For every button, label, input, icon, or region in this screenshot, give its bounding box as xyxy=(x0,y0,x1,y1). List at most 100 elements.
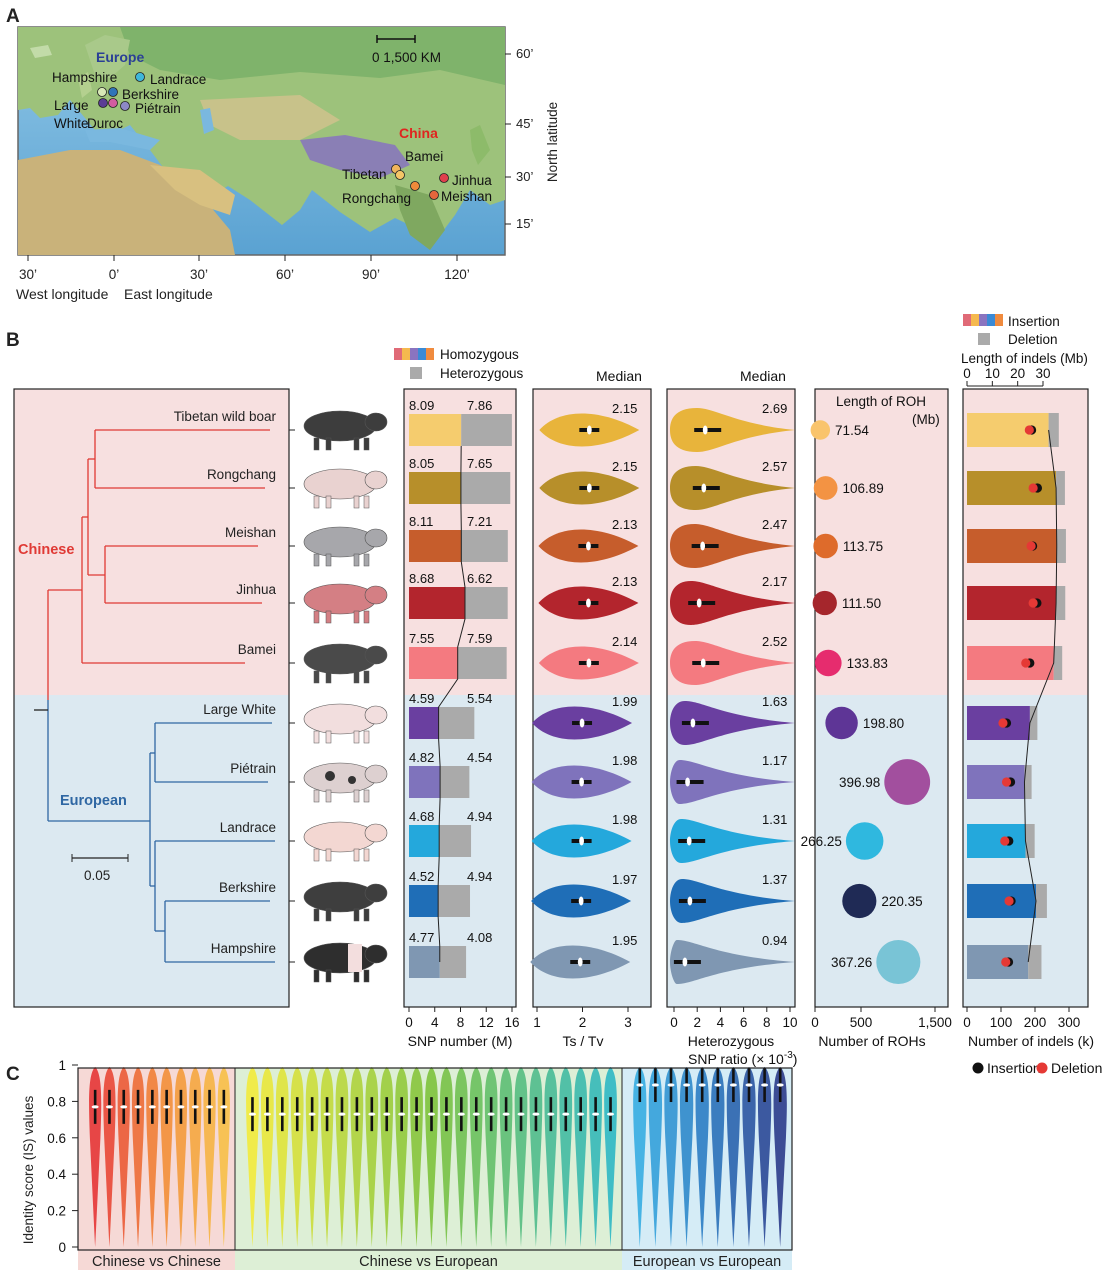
identity-y-tick: 0.8 xyxy=(47,1094,66,1109)
identity-group-label: Chinese vs European xyxy=(359,1254,498,1270)
land-se-asia xyxy=(395,185,445,250)
indel-bar-deletion xyxy=(1024,765,1032,799)
indel-length-deletion-dot xyxy=(1024,425,1034,435)
violin-median xyxy=(696,598,702,608)
indel-bar-deletion xyxy=(1025,824,1035,858)
identity-violin-median xyxy=(761,1083,769,1087)
tstv-median-label: 2.15 xyxy=(612,401,637,416)
indel-dot-legend-insertion xyxy=(972,1062,984,1074)
identity-y-tick: 1 xyxy=(58,1060,66,1073)
snp-value-heterozygous: 7.21 xyxy=(467,514,492,529)
identity-violin-median xyxy=(293,1112,301,1116)
indel-bars: Insertion Deletion Length of indels (Mb)0 1… xyxy=(961,314,1088,979)
identity-violin-median xyxy=(206,1105,214,1109)
axis-tick: 10 xyxy=(782,1015,797,1030)
tstv-median-label: 1.98 xyxy=(612,753,637,768)
snp-bar-homozygous xyxy=(409,825,440,857)
tstv-x-axis-label: Ts / Tv xyxy=(563,1033,604,1049)
map-point-tibetan xyxy=(395,170,405,180)
land-scandinavia xyxy=(85,35,130,78)
snp-bar-homozygous xyxy=(409,766,441,798)
map-point-jinhua xyxy=(439,173,449,183)
tree-breed-label: Meishan xyxy=(225,525,276,540)
roh-length-label: 111.50 xyxy=(842,596,881,611)
snp-bar-heterozygous xyxy=(457,647,507,679)
violin-body xyxy=(670,701,795,745)
identity-violin-median xyxy=(592,1112,600,1116)
map-lat-tick: 60’ xyxy=(516,46,533,61)
snp-bar-heterozygous xyxy=(440,766,470,798)
tree-chinese-bg xyxy=(14,389,289,695)
pig-icon xyxy=(303,821,388,862)
indel-length-deletion-dot xyxy=(1021,658,1031,668)
indel-dot-legend-deletion xyxy=(1036,1062,1048,1074)
hetratio-x-axis-label: Heterozygous xyxy=(688,1033,774,1049)
identity-violin-median xyxy=(120,1105,128,1109)
identity-y-axis-label: Identity score (IS) values xyxy=(21,1095,36,1244)
roh-length-label: 133.83 xyxy=(847,656,888,671)
tree-breed-label: Piétrain xyxy=(230,761,276,776)
violin-median xyxy=(579,836,584,846)
map-point-duroc xyxy=(108,98,118,108)
axis-tick: 300 xyxy=(1058,1015,1081,1030)
tree-breed-label: Large White xyxy=(203,702,276,717)
identity-violin-median xyxy=(263,1112,271,1116)
identity-violin xyxy=(117,1066,130,1247)
axis-tick: 200 xyxy=(1024,1015,1047,1030)
snp-value-homozygous: 4.68 xyxy=(409,809,434,824)
axis-tick: 8 xyxy=(457,1015,465,1030)
indel-bar-deletion xyxy=(1056,529,1066,563)
snp-value-heterozygous: 5.54 xyxy=(467,691,492,706)
identity-violin xyxy=(440,1066,453,1247)
indel-bar-insertion xyxy=(967,646,1054,680)
indel-dot-legend-insertion-label: Insertion xyxy=(987,1060,1041,1076)
identity-violin-median xyxy=(562,1112,570,1116)
violin-median xyxy=(586,541,591,551)
snp-bar-heterozygous xyxy=(438,707,475,739)
indel-bar-insertion xyxy=(967,471,1057,505)
identity-violin-median xyxy=(683,1083,691,1087)
pig-icon xyxy=(303,942,388,983)
axis-tick: 2 xyxy=(693,1015,701,1030)
hetratio-median-label: 1.17 xyxy=(762,753,787,768)
map-lon-tick: 30’ xyxy=(190,267,208,282)
indel-top-tick: 20 xyxy=(1010,366,1025,381)
identity-violin xyxy=(679,1066,694,1247)
axis-tick: 4 xyxy=(431,1015,439,1030)
map-label-rongchang: Rongchang xyxy=(342,191,411,206)
snp-value-heterozygous: 7.86 xyxy=(467,398,492,413)
pig-icon xyxy=(303,881,388,922)
violin-median xyxy=(702,425,708,435)
indel-length-deletion-dot xyxy=(1001,957,1011,967)
map-label-landrace: Landrace xyxy=(150,72,206,87)
roh-length-label: 71.54 xyxy=(835,423,869,438)
hetratio-median-label: 1.63 xyxy=(762,694,787,709)
identity-violin-median xyxy=(105,1105,113,1109)
identity-violin xyxy=(365,1066,379,1247)
identity-violin xyxy=(174,1066,188,1247)
axis-tick: 6 xyxy=(740,1015,748,1030)
snp-value-homozygous: 4.52 xyxy=(409,869,434,884)
indel-bar-deletion xyxy=(1056,586,1066,620)
indel-bar-insertion xyxy=(967,945,1029,979)
panel-a-label: A xyxy=(6,6,20,27)
violin-body xyxy=(670,879,795,923)
identity-violin xyxy=(773,1066,787,1247)
indel-top-tick: 0 xyxy=(963,366,971,381)
violin-median xyxy=(686,836,692,846)
map-label-duroc: Duroc xyxy=(87,116,123,131)
indel-legend-insertion: Insertion xyxy=(1008,314,1060,329)
map-label-jinhua: Jinhua xyxy=(452,173,492,188)
snp-bar-homozygous xyxy=(409,885,439,917)
identity-violin-median xyxy=(607,1112,615,1116)
tstv-median-label: 2.14 xyxy=(612,634,637,649)
violin-median xyxy=(701,483,707,493)
identity-violin-median xyxy=(651,1083,659,1087)
identity-violins xyxy=(89,1066,787,1247)
axis-tick: 3 xyxy=(624,1015,632,1030)
snp-value-heterozygous: 4.94 xyxy=(467,809,492,824)
violin-median xyxy=(586,658,592,668)
land-japan xyxy=(470,125,490,165)
snp-value-homozygous: 4.77 xyxy=(409,930,434,945)
roh-legend-title: Length of ROH xyxy=(836,394,926,409)
